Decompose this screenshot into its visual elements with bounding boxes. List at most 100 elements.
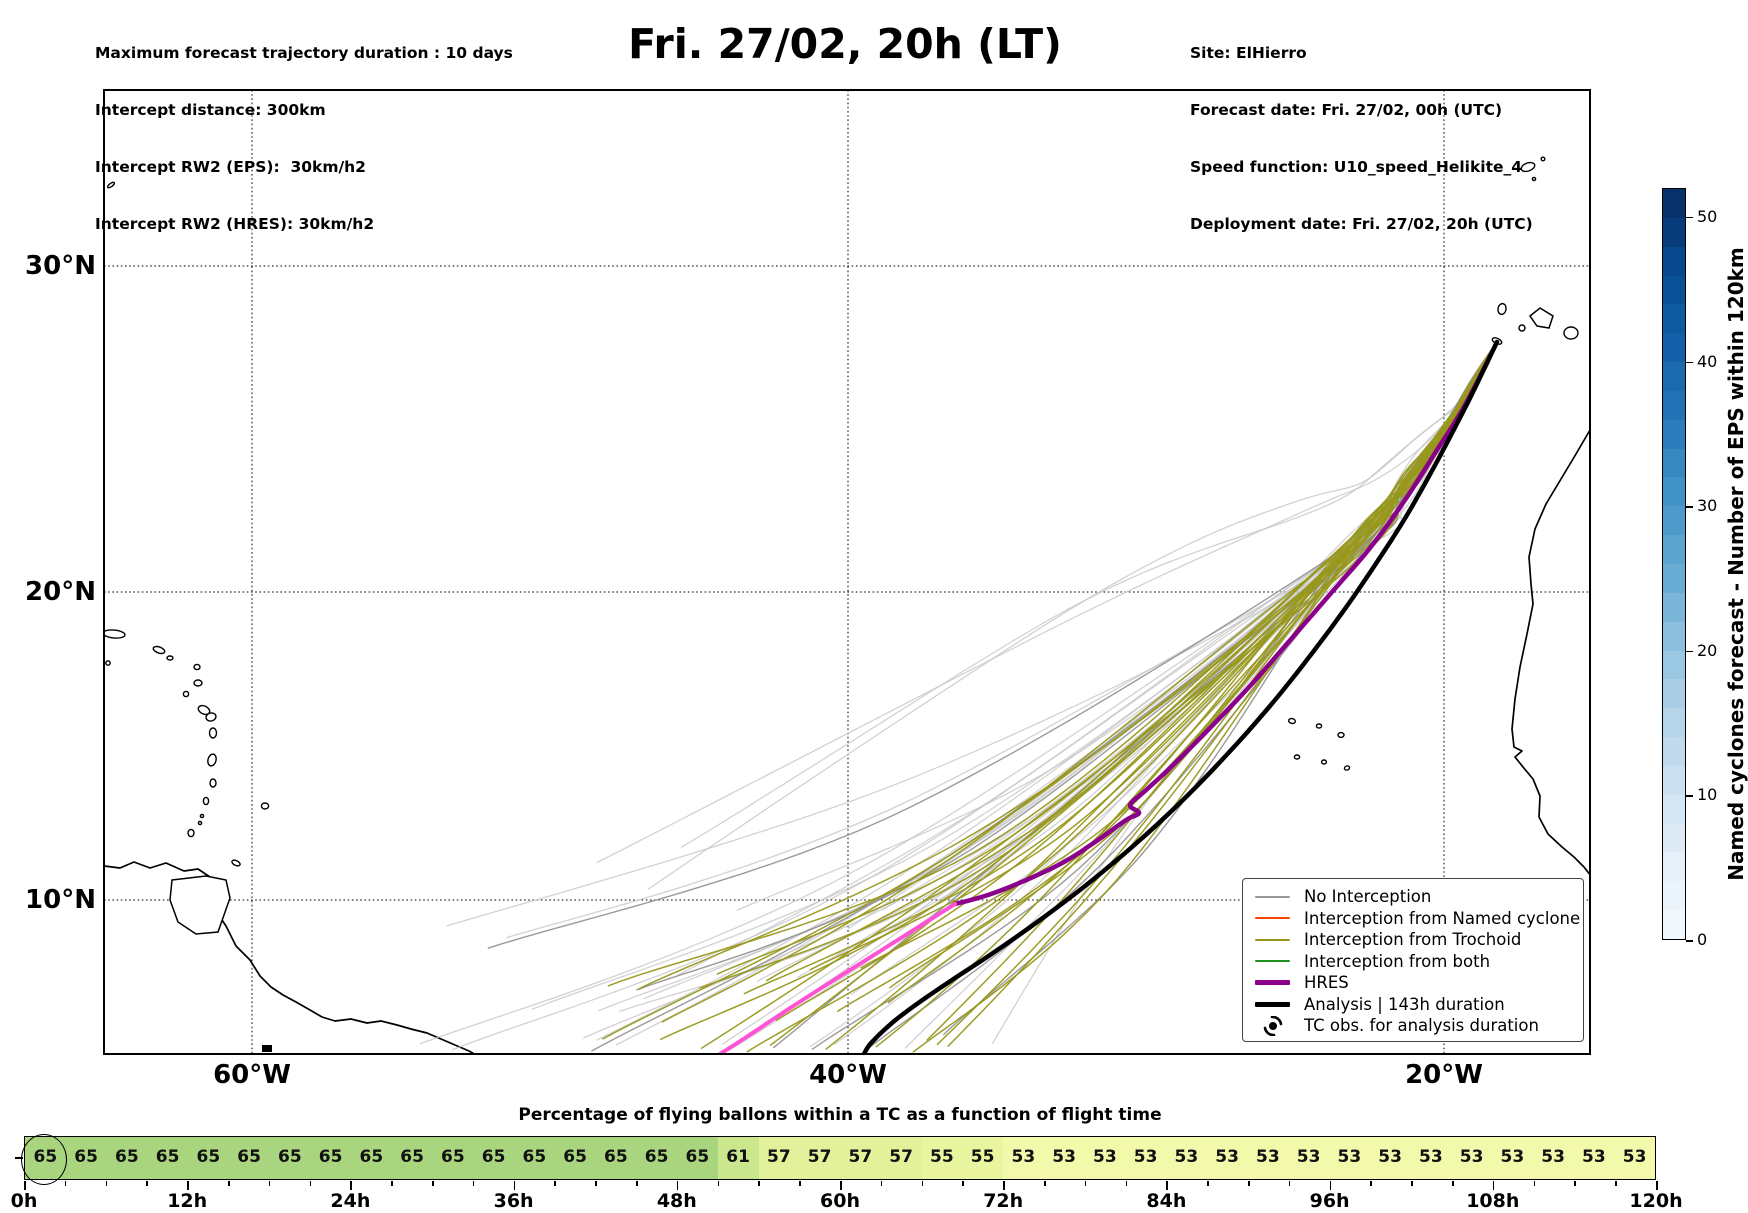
settings-line: Intercept distance: 300km bbox=[95, 101, 326, 119]
time-tick-mark bbox=[187, 1181, 189, 1190]
lat-tick-label: 30°N bbox=[25, 251, 96, 281]
site-line: Deployment date: Fri. 27/02, 20h (UTC) bbox=[1190, 215, 1533, 233]
time-tick-label: 84h bbox=[1146, 1190, 1187, 1212]
trajectory-no-interception-north-outliers bbox=[680, 341, 1498, 848]
time-tick-mark bbox=[1166, 1181, 1168, 1190]
time-tick-mark bbox=[513, 1181, 516, 1190]
time-tick-mark bbox=[350, 1181, 352, 1190]
trajectory-no-interception-light bbox=[736, 341, 1498, 911]
colorbar-band bbox=[1663, 910, 1685, 939]
time-tick-mark bbox=[554, 1181, 556, 1186]
map-legend: No Interception Interception from Named … bbox=[1242, 878, 1584, 1042]
colorbar-band bbox=[1663, 650, 1685, 680]
colorbar-tick-label: 20 bbox=[1697, 640, 1718, 660]
island bbox=[169, 875, 231, 935]
island bbox=[105, 660, 111, 666]
legend-item-named-cyclone: Interception from Named cyclone bbox=[1255, 908, 1580, 929]
time-tick-mark bbox=[880, 1181, 883, 1186]
flight-percentage-cell: 53 bbox=[1003, 1137, 1044, 1179]
flight-percentage-cell: 57 bbox=[840, 1137, 881, 1179]
flight-percentage-cell: 53 bbox=[1329, 1137, 1370, 1179]
island bbox=[197, 820, 203, 826]
time-tick-mark bbox=[24, 1181, 26, 1190]
colorbar-band bbox=[1663, 477, 1685, 507]
time-tick-mark bbox=[717, 1181, 720, 1186]
time-tick-mark bbox=[676, 1181, 679, 1190]
colorbar-band bbox=[1663, 737, 1685, 766]
trajectory-no-interception-light bbox=[446, 341, 1498, 927]
island bbox=[193, 679, 203, 687]
hres-trajectory-tail bbox=[718, 902, 957, 1054]
island bbox=[166, 655, 174, 661]
time-tick-mark bbox=[146, 1181, 148, 1186]
trajectory-no-interception-light bbox=[881, 341, 1498, 911]
island bbox=[197, 704, 211, 716]
time-tick-label: 120h bbox=[1629, 1190, 1683, 1212]
black-line-swatch bbox=[1255, 1001, 1290, 1007]
time-tick-label: 96h bbox=[1309, 1190, 1350, 1212]
colorbar-band bbox=[1663, 390, 1685, 420]
island bbox=[1343, 765, 1351, 771]
colorbar-label: Named cyclones forecast - Number of EPS … bbox=[1724, 247, 1748, 881]
time-tick-mark bbox=[1125, 1181, 1128, 1186]
flight-percentage-cell: 53 bbox=[1288, 1137, 1329, 1179]
island bbox=[1540, 156, 1546, 162]
purple-line-swatch bbox=[1255, 980, 1290, 985]
legend-item-tc-obs: TC obs. for analysis duration bbox=[1255, 1015, 1573, 1036]
colorbar-band bbox=[1663, 765, 1685, 795]
flight-percentage-cell: 65 bbox=[677, 1137, 718, 1179]
flight-percentage-cell: 55 bbox=[962, 1137, 1003, 1179]
colorbar-band bbox=[1663, 881, 1685, 911]
island bbox=[1491, 337, 1503, 345]
time-tick-mark bbox=[309, 1181, 312, 1186]
time-tick-mark bbox=[840, 1181, 842, 1190]
time-tick-mark bbox=[1492, 1181, 1495, 1190]
colorbar-band bbox=[1663, 333, 1685, 363]
trajectory-no-interception-light bbox=[505, 341, 1498, 939]
flight-percentage-cell: 65 bbox=[391, 1137, 433, 1179]
colorbar-tick-mark bbox=[1686, 940, 1693, 942]
time-tick-mark bbox=[962, 1181, 964, 1186]
time-tick-mark bbox=[1329, 1181, 1332, 1190]
time-tick-label: 48h bbox=[656, 1190, 697, 1212]
flight-percentage-cell: 55 bbox=[921, 1137, 963, 1179]
colorbar-tick-mark bbox=[1686, 506, 1693, 508]
flight-percentage-cell: 65 bbox=[106, 1137, 148, 1179]
trajectory-no-interception-light bbox=[835, 341, 1498, 956]
time-tick-label: 0h bbox=[10, 1190, 38, 1212]
flight-percentage-cell: 65 bbox=[269, 1137, 311, 1179]
site-line: Forecast date: Fri. 27/02, 00h (UTC) bbox=[1190, 101, 1503, 119]
flight-percentage-cell: 65 bbox=[188, 1137, 229, 1179]
island bbox=[231, 859, 241, 867]
colorbar-band bbox=[1663, 189, 1685, 218]
strip-y-tick bbox=[15, 1157, 23, 1159]
site-info-block: Site: ElHierro Forecast date: Fri. 27/02… bbox=[1190, 6, 1533, 272]
island bbox=[199, 813, 205, 819]
colorbar-band bbox=[1663, 275, 1685, 305]
colorbar-band bbox=[1663, 448, 1685, 478]
colorbar-band bbox=[1663, 823, 1685, 853]
island bbox=[1293, 754, 1301, 760]
flight-percentage-cell: 61 bbox=[717, 1137, 759, 1179]
legend-item-no-interception: No Interception bbox=[1255, 886, 1573, 907]
legend-item-analysis: Analysis | 143h duration bbox=[1255, 994, 1573, 1015]
time-tick-mark bbox=[472, 1181, 475, 1186]
flight-percentage-cell: 53 bbox=[1614, 1137, 1655, 1179]
time-tick-mark bbox=[1656, 1181, 1658, 1190]
time-tick-mark bbox=[432, 1181, 434, 1186]
time-tick-mark bbox=[1615, 1181, 1617, 1186]
island bbox=[209, 778, 217, 788]
time-tick-mark bbox=[1288, 1181, 1291, 1186]
colorbar-band bbox=[1663, 852, 1685, 882]
flight-percentage-cell: 65 bbox=[351, 1137, 392, 1179]
island bbox=[202, 796, 210, 806]
flight-percentage-cell: 53 bbox=[1492, 1137, 1533, 1179]
colorbar-tick-mark bbox=[1686, 361, 1693, 364]
lat-tick-label: 10°N bbox=[25, 885, 96, 915]
time-tick-label: 72h bbox=[983, 1190, 1024, 1212]
trajectory-trochoid bbox=[860, 341, 1498, 969]
gray-line-swatch bbox=[1255, 895, 1290, 898]
time-tick-mark bbox=[391, 1181, 393, 1186]
time-tick-mark bbox=[1248, 1181, 1250, 1186]
flight-percentage-cell: 57 bbox=[880, 1137, 922, 1179]
